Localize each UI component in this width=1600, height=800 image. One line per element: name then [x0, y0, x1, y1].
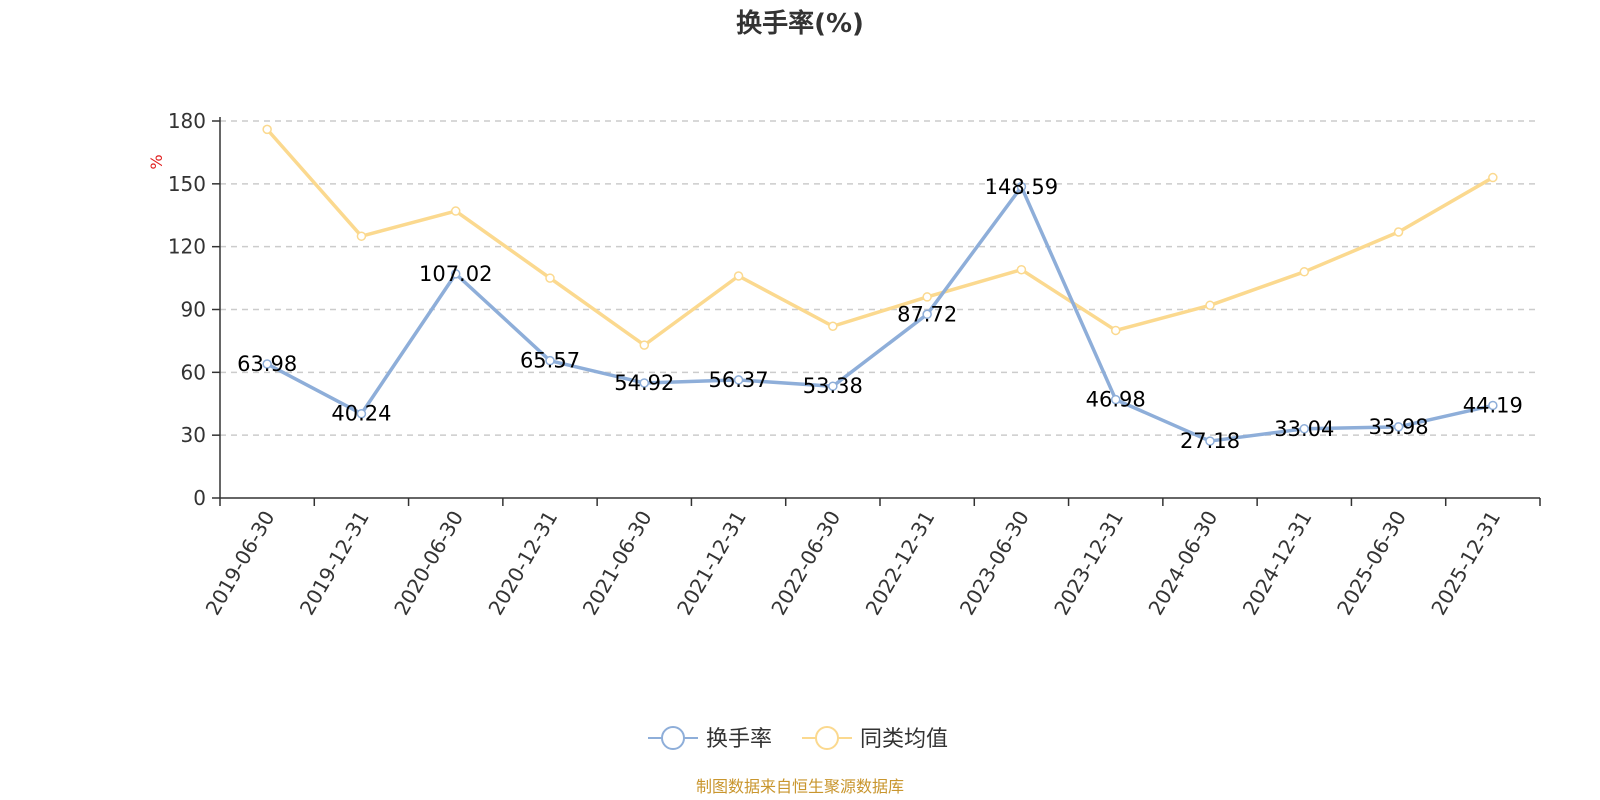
series-1-point[interactable] — [733, 271, 744, 281]
data-labels: 63.98 40.24 107.02 65.57 54.92 56.37 53.38 87.7… — [237, 175, 1523, 453]
data-label: 33.98 — [1369, 415, 1429, 439]
series-line-1 — [265, 128, 1494, 347]
series-0-point[interactable] — [733, 375, 744, 385]
y-tick-label: 30 — [181, 423, 206, 447]
data-label: 27.18 — [1180, 429, 1240, 453]
y-tick-label: 180 — [168, 109, 206, 133]
data-label: 54.92 — [614, 371, 674, 395]
y-tick-label: 120 — [168, 235, 206, 259]
series-0-point[interactable] — [1110, 394, 1121, 405]
legend-label-1: 同类均值 — [860, 727, 948, 752]
x-tick-label: 2020-06-30 — [389, 507, 468, 620]
x-tick-label: 2020-12-31 — [483, 507, 562, 620]
data-label: 63.98 — [237, 352, 297, 376]
legend-item-0[interactable]: 换手率 — [648, 726, 772, 752]
series-lines — [262, 124, 1498, 446]
series-0-point[interactable] — [1299, 424, 1310, 434]
x-tick-label: 2023-12-31 — [1049, 507, 1128, 620]
series-0-point[interactable] — [828, 381, 838, 391]
data-label: 44.19 — [1463, 393, 1523, 417]
data-label: 65.57 — [520, 349, 580, 373]
y-tick-label: 0 — [193, 486, 206, 510]
series-0-point[interactable] — [262, 359, 272, 369]
data-label: 46.98 — [1086, 388, 1146, 412]
data-label: 107.02 — [419, 262, 492, 286]
y-axis-unit-label: % — [147, 154, 166, 169]
series-0-point[interactable] — [450, 269, 461, 279]
x-tick-label: 2025-06-30 — [1332, 507, 1411, 620]
series-0-point[interactable] — [922, 309, 932, 320]
data-label: 33.04 — [1274, 417, 1334, 441]
series-1-point[interactable] — [1299, 267, 1310, 277]
x-tick-label: 2022-06-30 — [766, 507, 845, 620]
series-1-point[interactable] — [356, 231, 367, 241]
x-tick-label: 2023-06-30 — [955, 507, 1034, 620]
y-tick-label: 60 — [181, 360, 206, 384]
data-label: 148.59 — [985, 175, 1058, 199]
series-0-point[interactable] — [1393, 422, 1404, 432]
data-source-note: 制图数据来自恒生聚源数据库 — [696, 777, 904, 796]
x-tick-label: 2019-06-30 — [201, 507, 280, 620]
x-tick-label: 2024-06-30 — [1143, 507, 1222, 620]
chart-title: 换手率(%) — [736, 8, 864, 39]
series-1-point[interactable] — [1016, 264, 1027, 275]
series-1-point[interactable] — [922, 292, 932, 302]
series-0-point[interactable] — [545, 355, 555, 366]
x-tick-label: 2021-12-31 — [672, 507, 751, 620]
legend-item-1[interactable]: 同类均值 — [802, 726, 948, 752]
series-1-point[interactable] — [828, 321, 838, 332]
data-label: 40.24 — [331, 402, 391, 426]
legend[interactable]: 换手率 同类均值 — [648, 726, 948, 752]
legend-marker-0 — [661, 726, 685, 750]
data-label: 53.38 — [803, 374, 863, 398]
x-tick-label: 2024-12-31 — [1238, 507, 1317, 620]
x-tick-label: 2021-06-30 — [578, 507, 657, 620]
series-1-point[interactable] — [1393, 227, 1404, 237]
legend-marker-1 — [815, 726, 839, 750]
series-0-point[interactable] — [639, 378, 650, 388]
series-0-point[interactable] — [1016, 182, 1027, 192]
series-1-point[interactable] — [639, 340, 650, 350]
series-1-point[interactable] — [545, 273, 555, 283]
series-line-0 — [266, 185, 1494, 443]
series-0-point[interactable] — [1205, 436, 1215, 446]
x-tick-label: 2019-12-31 — [295, 507, 374, 620]
data-label: 87.72 — [897, 302, 957, 326]
data-label: 56.37 — [709, 368, 769, 392]
x-tick-label: 2022-12-31 — [861, 507, 940, 620]
series-1-point[interactable] — [1205, 300, 1215, 311]
series-1-point[interactable] — [1110, 325, 1121, 336]
series-1-point[interactable] — [262, 124, 272, 135]
y-tick-label: 90 — [181, 298, 206, 322]
legend-label-0: 换手率 — [706, 727, 772, 752]
series-1-point[interactable] — [450, 206, 461, 216]
x-tick-label: 2025-12-31 — [1426, 507, 1505, 620]
series-1-point[interactable] — [1488, 172, 1498, 183]
y-tick-label: 150 — [168, 172, 206, 196]
grid-lines — [220, 120, 1540, 436]
series-0-point[interactable] — [356, 408, 367, 419]
series-0-point[interactable] — [1488, 400, 1498, 411]
